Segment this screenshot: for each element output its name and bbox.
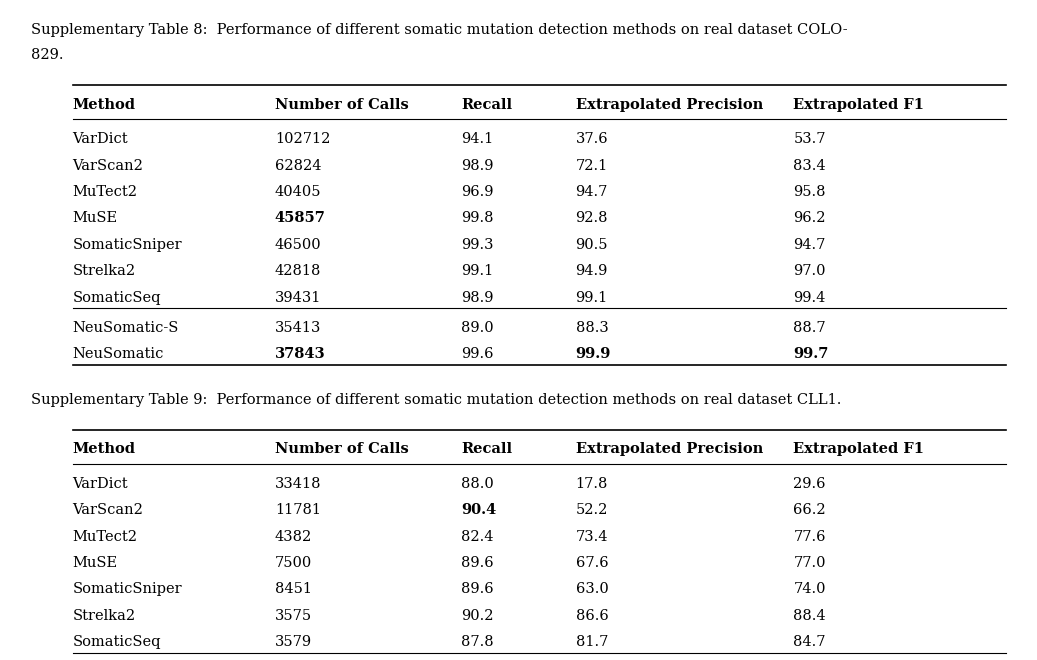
Text: 72.1: 72.1 [576,158,608,173]
Text: 17.8: 17.8 [576,477,608,491]
Text: Extrapolated F1: Extrapolated F1 [793,98,924,112]
Text: 99.1: 99.1 [461,264,494,279]
Text: 46500: 46500 [275,238,321,252]
Text: 83.4: 83.4 [793,158,825,173]
Text: 66.2: 66.2 [793,503,825,517]
Text: 77.6: 77.6 [793,529,825,544]
Text: 97.0: 97.0 [793,264,825,279]
Text: 3579: 3579 [275,635,312,649]
Text: 94.9: 94.9 [576,264,608,279]
Text: 88.7: 88.7 [793,321,825,335]
Text: 73.4: 73.4 [576,529,608,544]
Text: Strelka2: Strelka2 [73,264,136,279]
Text: 63.0: 63.0 [576,582,609,597]
Text: 74.0: 74.0 [793,582,825,597]
Text: 52.2: 52.2 [576,503,608,517]
Text: 99.7: 99.7 [793,347,829,362]
Text: 99.6: 99.6 [461,347,494,362]
Text: 99.9: 99.9 [576,347,611,362]
Text: 39431: 39431 [275,290,321,305]
Text: MuTect2: MuTect2 [73,529,138,544]
Text: Number of Calls: Number of Calls [275,98,409,112]
Text: Supplementary Table 9:  Performance of different somatic mutation detection meth: Supplementary Table 9: Performance of di… [31,393,841,407]
Text: 45857: 45857 [275,211,326,226]
Text: 95.8: 95.8 [793,185,825,199]
Text: SomaticSeq: SomaticSeq [73,635,161,649]
Text: 86.6: 86.6 [576,609,609,623]
Text: MuTect2: MuTect2 [73,185,138,199]
Text: 96.2: 96.2 [793,211,825,226]
Text: MuSE: MuSE [73,556,118,570]
Text: 67.6: 67.6 [576,556,608,570]
Text: SomaticSeq: SomaticSeq [73,290,161,305]
Text: 40405: 40405 [275,185,321,199]
Text: 92.8: 92.8 [576,211,608,226]
Text: MuSE: MuSE [73,211,118,226]
Text: 82.4: 82.4 [461,529,494,544]
Text: VarScan2: VarScan2 [73,158,143,173]
Text: VarDict: VarDict [73,132,129,147]
Text: 8451: 8451 [275,582,312,597]
Text: 98.9: 98.9 [461,158,494,173]
Text: 88.3: 88.3 [576,321,609,335]
Text: 102712: 102712 [275,132,330,147]
Text: 89.0: 89.0 [461,321,494,335]
Text: 37843: 37843 [275,347,326,362]
Text: 35413: 35413 [275,321,321,335]
Text: Number of Calls: Number of Calls [275,442,409,457]
Text: 90.4: 90.4 [461,503,497,517]
Text: 7500: 7500 [275,556,312,570]
Text: NeuSomatic-S: NeuSomatic-S [73,321,179,335]
Text: 89.6: 89.6 [461,582,494,597]
Text: Supplementary Table 8:  Performance of different somatic mutation detection meth: Supplementary Table 8: Performance of di… [31,23,847,37]
Text: 3575: 3575 [275,609,312,623]
Text: 42818: 42818 [275,264,321,279]
Text: 98.9: 98.9 [461,290,494,305]
Text: NeuSomatic: NeuSomatic [73,347,164,362]
Text: 99.8: 99.8 [461,211,494,226]
Text: 29.6: 29.6 [793,477,825,491]
Text: 87.8: 87.8 [461,635,494,649]
Text: 99.4: 99.4 [793,290,825,305]
Text: 88.4: 88.4 [793,609,825,623]
Text: SomaticSniper: SomaticSniper [73,582,183,597]
Text: Method: Method [73,442,136,457]
Text: 37.6: 37.6 [576,132,608,147]
Text: 81.7: 81.7 [576,635,608,649]
Text: 11781: 11781 [275,503,320,517]
Text: 89.6: 89.6 [461,556,494,570]
Text: 90.2: 90.2 [461,609,494,623]
Text: 33418: 33418 [275,477,321,491]
Text: SomaticSniper: SomaticSniper [73,238,183,252]
Text: VarDict: VarDict [73,477,129,491]
Text: 84.7: 84.7 [793,635,825,649]
Text: VarScan2: VarScan2 [73,503,143,517]
Text: Recall: Recall [461,98,512,112]
Text: 829.: 829. [31,48,63,62]
Text: 53.7: 53.7 [793,132,825,147]
Text: 94.1: 94.1 [461,132,494,147]
Text: 94.7: 94.7 [793,238,825,252]
Text: Extrapolated Precision: Extrapolated Precision [576,98,763,112]
Text: 99.3: 99.3 [461,238,494,252]
Text: Extrapolated Precision: Extrapolated Precision [576,442,763,457]
Text: Extrapolated F1: Extrapolated F1 [793,442,924,457]
Text: 77.0: 77.0 [793,556,825,570]
Text: 99.1: 99.1 [576,290,608,305]
Text: 4382: 4382 [275,529,312,544]
Text: 90.5: 90.5 [576,238,608,252]
Text: 96.9: 96.9 [461,185,494,199]
Text: 94.7: 94.7 [576,185,608,199]
Text: Strelka2: Strelka2 [73,609,136,623]
Text: 62824: 62824 [275,158,321,173]
Text: Method: Method [73,98,136,112]
Text: Recall: Recall [461,442,512,457]
Text: 88.0: 88.0 [461,477,495,491]
